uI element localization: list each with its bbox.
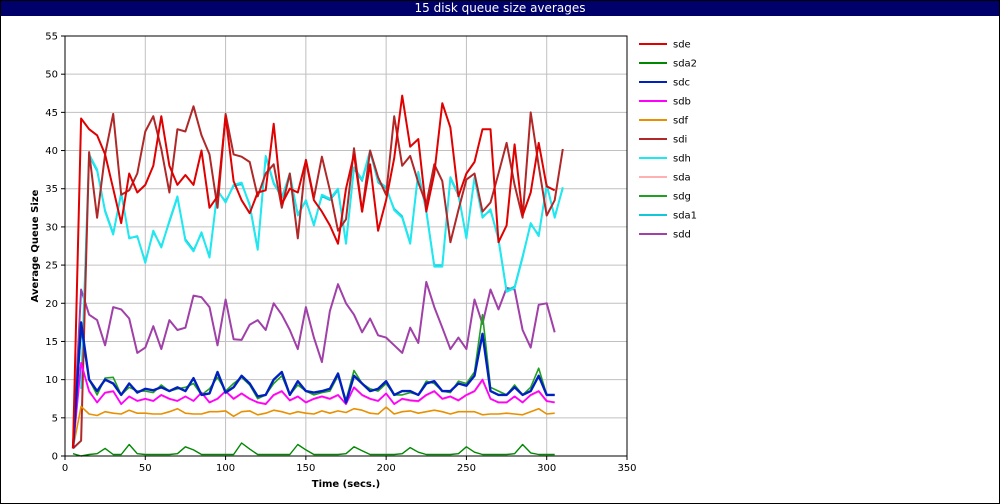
y-tick-label: 10: [45, 375, 58, 386]
x-tick-label: 250: [457, 463, 476, 474]
series-line-sde: [72, 94, 556, 449]
x-tick-label: 300: [537, 463, 556, 474]
tick-labels: 0 50 100 150 200 250 300 350 0 5 10 15 20 25 30 35 40 45 5…: [45, 32, 636, 475]
series-line-sdd: [72, 280, 556, 449]
y-tick-label: 20: [45, 299, 58, 310]
y-tick-label: 35: [45, 184, 58, 195]
y-tick-label: 30: [45, 222, 58, 233]
legend-label-sdi: sdi: [673, 135, 687, 146]
y-tick-label: 25: [45, 261, 58, 272]
x-tick-label: 150: [296, 463, 315, 474]
legend-label-sdh: sdh: [673, 154, 691, 165]
legend-label-sda1: sda1: [673, 211, 697, 222]
window-title: 15 disk queue size averages: [1, 1, 999, 16]
y-tick-label: 40: [45, 146, 58, 157]
series-line-sdc: [71, 321, 555, 449]
legend-label-sda: sda: [673, 173, 691, 184]
y-tick-label: 45: [45, 108, 58, 119]
legend-label-sdf: sdf: [673, 116, 689, 127]
legend: sde sda2 sdc sdb sdf sdi sdh sda sdg sda1 sdd: [639, 40, 697, 241]
x-tick-label: 0: [62, 463, 68, 474]
y-tick-label: 5: [52, 413, 58, 424]
series-group: [71, 94, 564, 457]
legend-label-sdc: sdc: [673, 78, 690, 89]
y-tick-label: 50: [45, 70, 58, 81]
x-tick-label: 50: [139, 463, 152, 474]
y-tick-label: 55: [45, 32, 58, 43]
legend-label-sde: sde: [673, 40, 691, 51]
line-chart: 0 50 100 150 200 250 300 350 0 5 10 15 20 25 30 35 40 45 5…: [1, 17, 999, 503]
legend-label-sdd: sdd: [673, 230, 691, 241]
x-tick-label: 350: [617, 463, 636, 474]
legend-label-sdb: sdb: [673, 97, 691, 108]
y-axis-label: Average Queue Size: [30, 189, 41, 302]
y-tick-label: 15: [45, 337, 58, 348]
x-tick-label: 200: [377, 463, 396, 474]
series-line-sdf: [72, 405, 555, 449]
y-tick-label: 0: [52, 452, 58, 463]
series-line-sda2: [72, 442, 555, 457]
series-line-sdi: [72, 105, 564, 450]
series-line-sdh: [80, 149, 564, 389]
x-axis-label: Time (secs.): [312, 479, 381, 490]
legend-label-sdg: sdg: [673, 192, 691, 203]
legend-label-sda2: sda2: [673, 59, 697, 70]
x-tick-label: 100: [216, 463, 235, 474]
plot-frame: [64, 35, 628, 457]
series-line-sdb: [72, 361, 555, 449]
